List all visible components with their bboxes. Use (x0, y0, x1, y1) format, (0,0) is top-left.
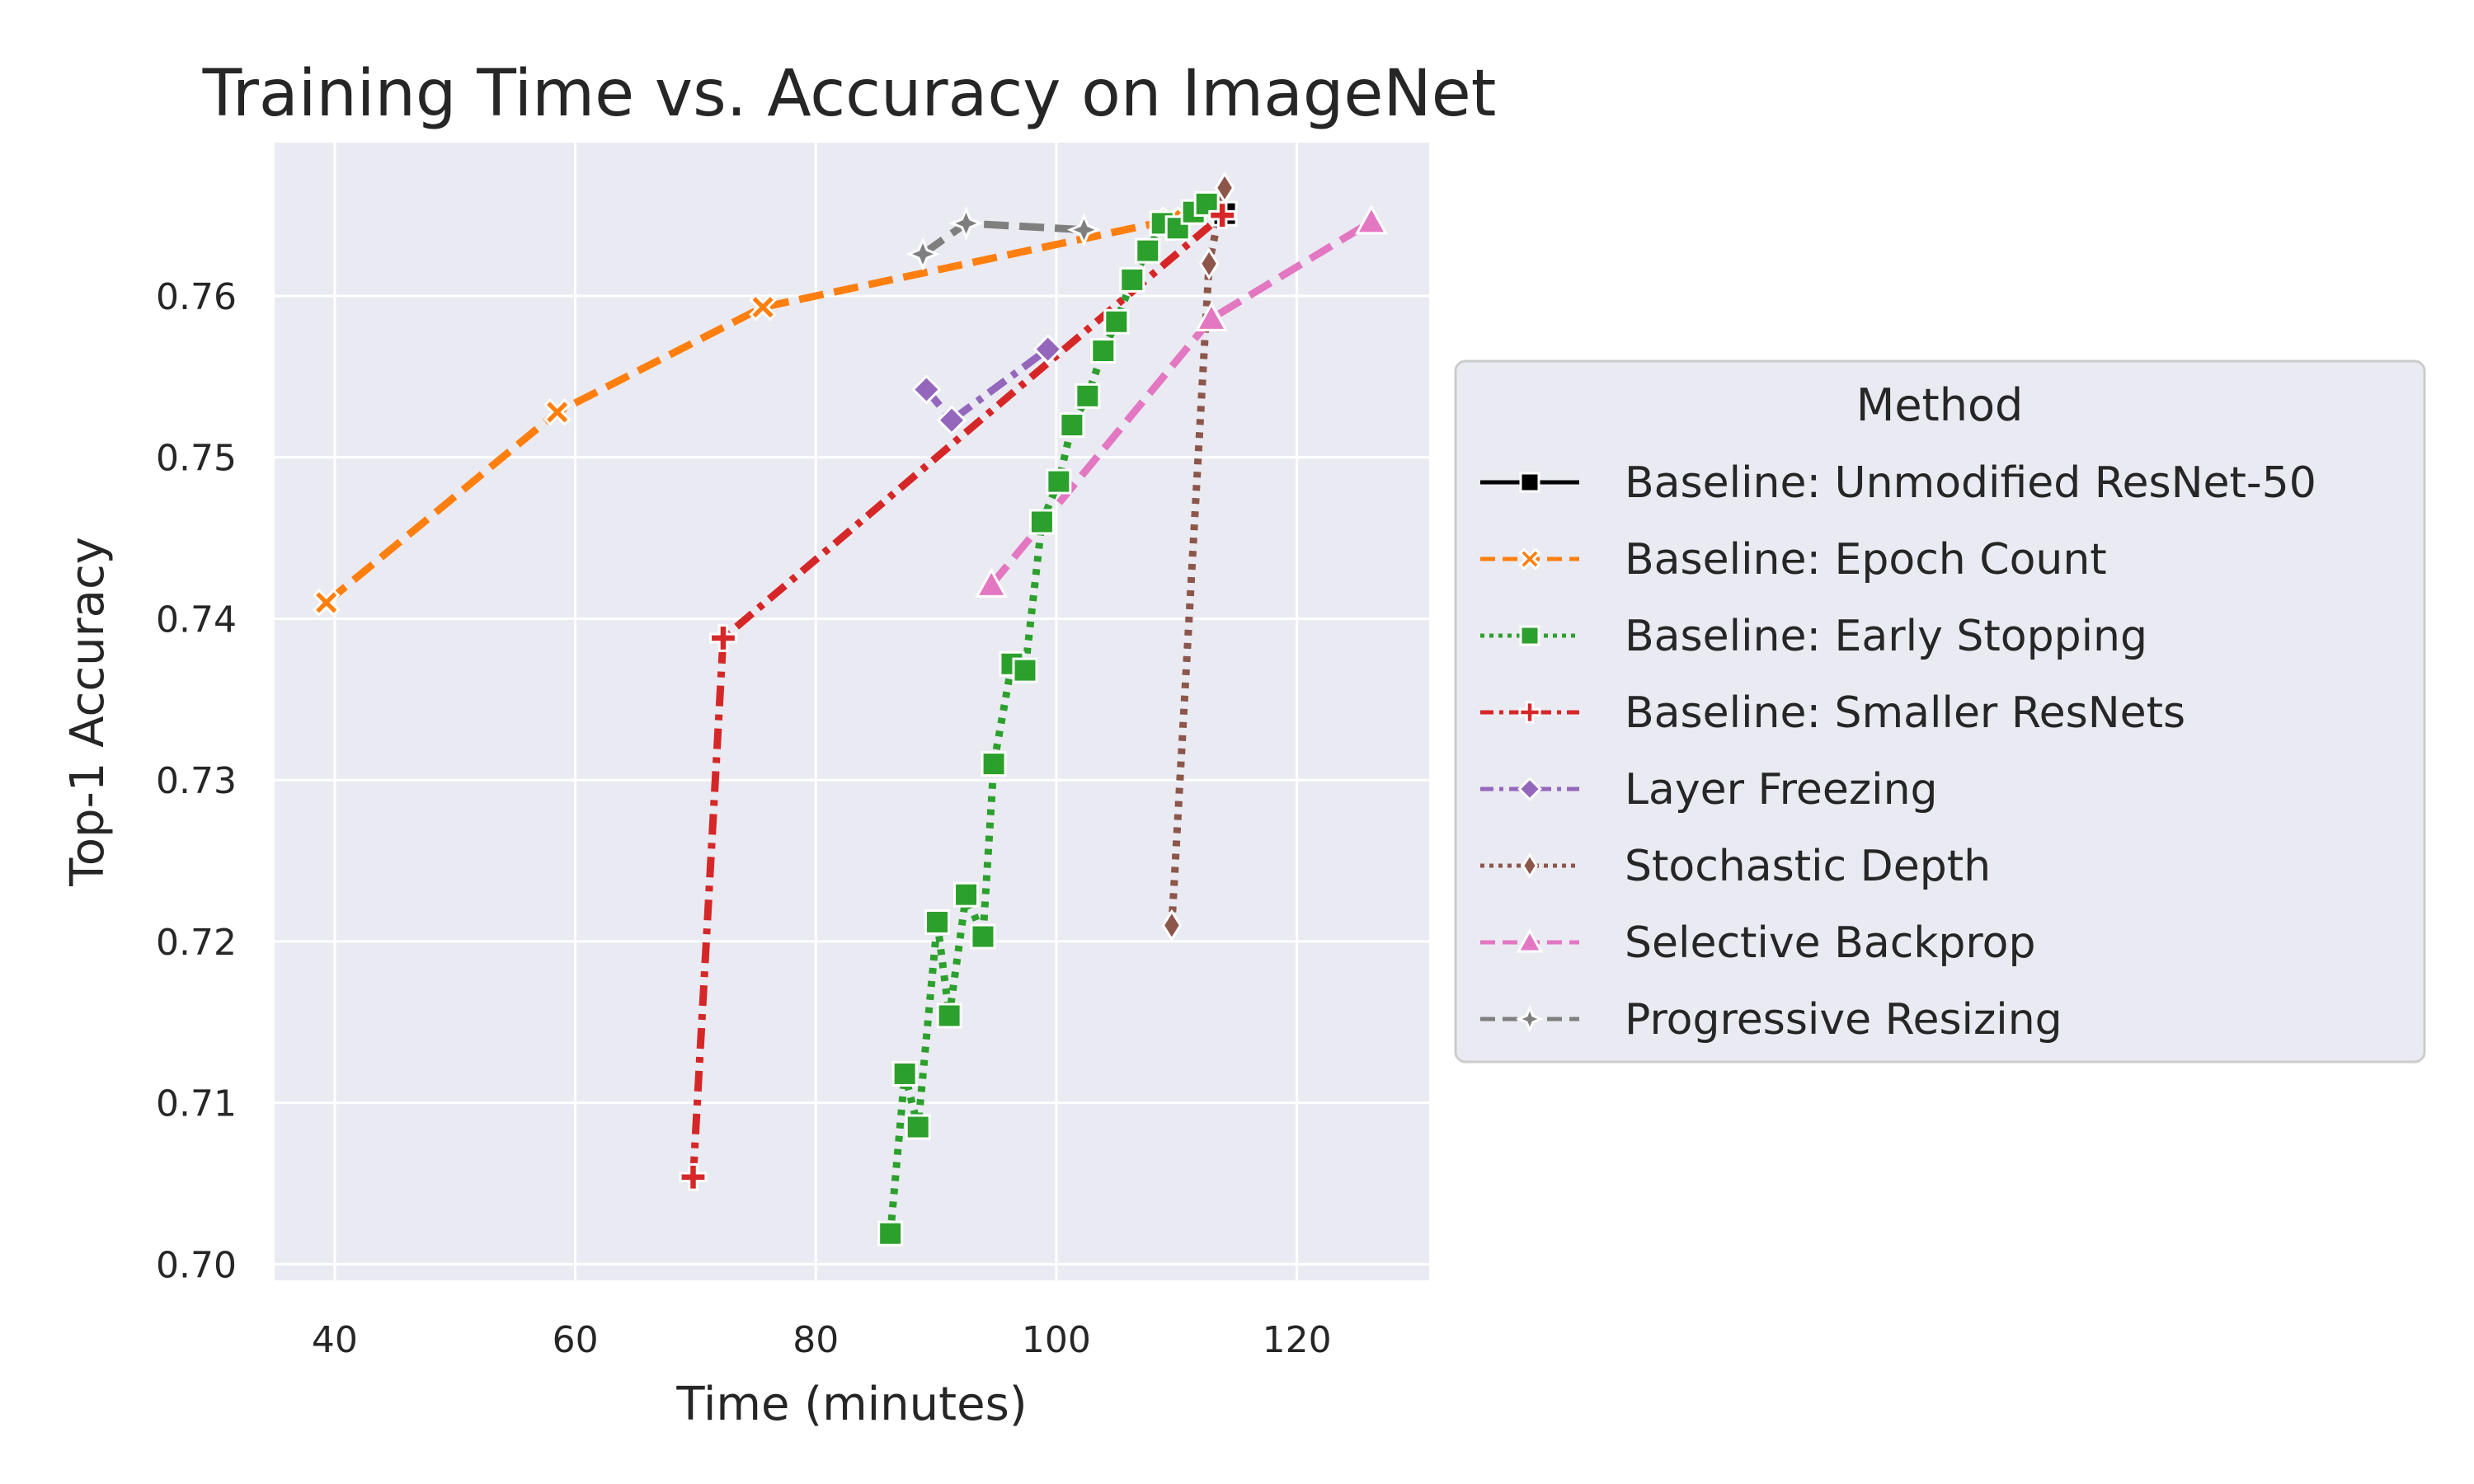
legend-label-baseline-unmodified-resnet-50: Baseline: Unmodified ResNet-50 (1625, 458, 2316, 508)
data-point-baseline-smaller-resnets (679, 1162, 708, 1191)
x-tick-label: 60 (553, 1319, 599, 1361)
x-tick-label: 100 (1022, 1319, 1091, 1361)
y-tick-label: 0.70 (156, 1244, 237, 1286)
legend-label-baseline-smaller-resnets: Baseline: Smaller ResNets (1625, 688, 2185, 738)
data-point-progressive-resizing (948, 206, 984, 241)
data-point-selective-backprop (1194, 301, 1229, 331)
data-point-progressive-resizing (1066, 213, 1102, 247)
data-point-baseline-early-stopping (1012, 657, 1038, 683)
data-point-baseline-early-stopping (1046, 468, 1072, 495)
data-point-progressive-resizing (905, 237, 940, 271)
data-point-stochastic-depth (1161, 909, 1183, 942)
legend-label-baseline-epoch-count: Baseline: Epoch Count (1625, 535, 2107, 585)
data-point-baseline-early-stopping (1119, 266, 1145, 293)
legend-items: Baseline: Unmodified ResNet-50 Baseline: … (1480, 458, 2316, 1045)
legend-marker-baseline-epoch-count (1518, 547, 1541, 571)
y-tick-label: 0.75 (156, 438, 237, 480)
x-tick-label: 40 (312, 1319, 358, 1361)
x-tick-label: 80 (793, 1319, 839, 1361)
y-tick-label: 0.76 (156, 276, 237, 318)
data-point-layer-freezing (911, 374, 942, 405)
data-point-baseline-early-stopping (970, 923, 996, 950)
data-point-baseline-early-stopping (877, 1220, 904, 1247)
data-point-baseline-epoch-count (543, 398, 571, 426)
legend-label-layer-freezing: Layer Freezing (1625, 765, 1938, 815)
data-point-baseline-early-stopping (981, 751, 1007, 777)
data-point-baseline-early-stopping (1135, 237, 1161, 264)
data-point-baseline-early-stopping (1075, 383, 1101, 409)
data-point-baseline-early-stopping (905, 1114, 931, 1140)
data-point-stochastic-depth (1214, 171, 1235, 204)
grid (275, 143, 1429, 1280)
data-point-baseline-early-stopping (953, 881, 980, 908)
legend-marker-progressive-resizing (1515, 1004, 1545, 1034)
y-tick-label: 0.74 (156, 599, 237, 641)
x-axis-ticks: 40 60 80 100 120 (312, 1319, 1332, 1361)
y-tick-label: 0.73 (156, 760, 237, 802)
series-line-selective-backprop (988, 218, 1374, 588)
data-point-selective-backprop (975, 567, 1009, 598)
data-point-baseline-early-stopping (891, 1060, 918, 1087)
legend-label-progressive-resizing: Progressive Resizing (1625, 995, 2062, 1045)
legend-marker-selective-backprop (1516, 928, 1544, 953)
data-point-baseline-epoch-count (312, 589, 341, 617)
x-axis-label: Time (minutes) (675, 1378, 1027, 1431)
series-line-baseline-early-stopping (887, 200, 1209, 1234)
data-point-baseline-early-stopping (1028, 509, 1055, 535)
y-axis-ticks: 0.70 0.71 0.72 0.73 0.74 0.75 0.76 (156, 276, 237, 1286)
legend-label-baseline-early-stopping: Baseline: Early Stopping (1625, 612, 2147, 661)
data-point-baseline-early-stopping (1090, 338, 1117, 364)
data-point-baseline-early-stopping (1103, 308, 1130, 335)
data-point-baseline-early-stopping (936, 1003, 962, 1029)
data-point-baseline-epoch-count (749, 293, 777, 322)
legend-marker-layer-freezing (1517, 777, 1542, 801)
legend-marker-baseline-smaller-resnets (1518, 701, 1541, 724)
data-point-stochastic-depth (1198, 247, 1220, 280)
legend-marker-stochastic-depth (1521, 852, 1539, 880)
series-line-baseline-epoch-count (323, 216, 1172, 606)
legend-marker-baseline-early-stopping (1519, 625, 1540, 646)
y-axis-label: Top-1 Accuracy (61, 537, 115, 887)
x-tick-label: 120 (1263, 1319, 1332, 1361)
legend-label-selective-backprop: Selective Backprop (1625, 918, 2035, 968)
legend-box (1454, 359, 2426, 1064)
series-line-layer-freezing (923, 345, 1051, 425)
plot-area (275, 143, 1429, 1280)
legend-title: Method (1856, 379, 2024, 431)
legend-marker-baseline-unmodified-resnet-50 (1519, 472, 1540, 493)
data-point-layer-freezing (1032, 334, 1063, 364)
y-tick-label: 0.72 (156, 922, 237, 964)
data-point-baseline-smaller-resnets (709, 624, 737, 652)
y-tick-label: 0.71 (156, 1083, 237, 1125)
data-point-layer-freezing (936, 405, 967, 435)
legend-label-stochastic-depth: Stochastic Depth (1625, 842, 1991, 891)
data-point-selective-backprop (1354, 204, 1389, 235)
chart-title: Training Time vs. Accuracy on ImageNet (202, 57, 1497, 131)
series-markers (312, 171, 1389, 1247)
data-point-baseline-smaller-resnets (1208, 201, 1237, 229)
data-point-baseline-early-stopping (924, 909, 951, 935)
data-point-baseline-early-stopping (1059, 412, 1085, 439)
legend: Method Baseline: Unmodified ResNet-50Bas… (1454, 359, 2426, 1064)
